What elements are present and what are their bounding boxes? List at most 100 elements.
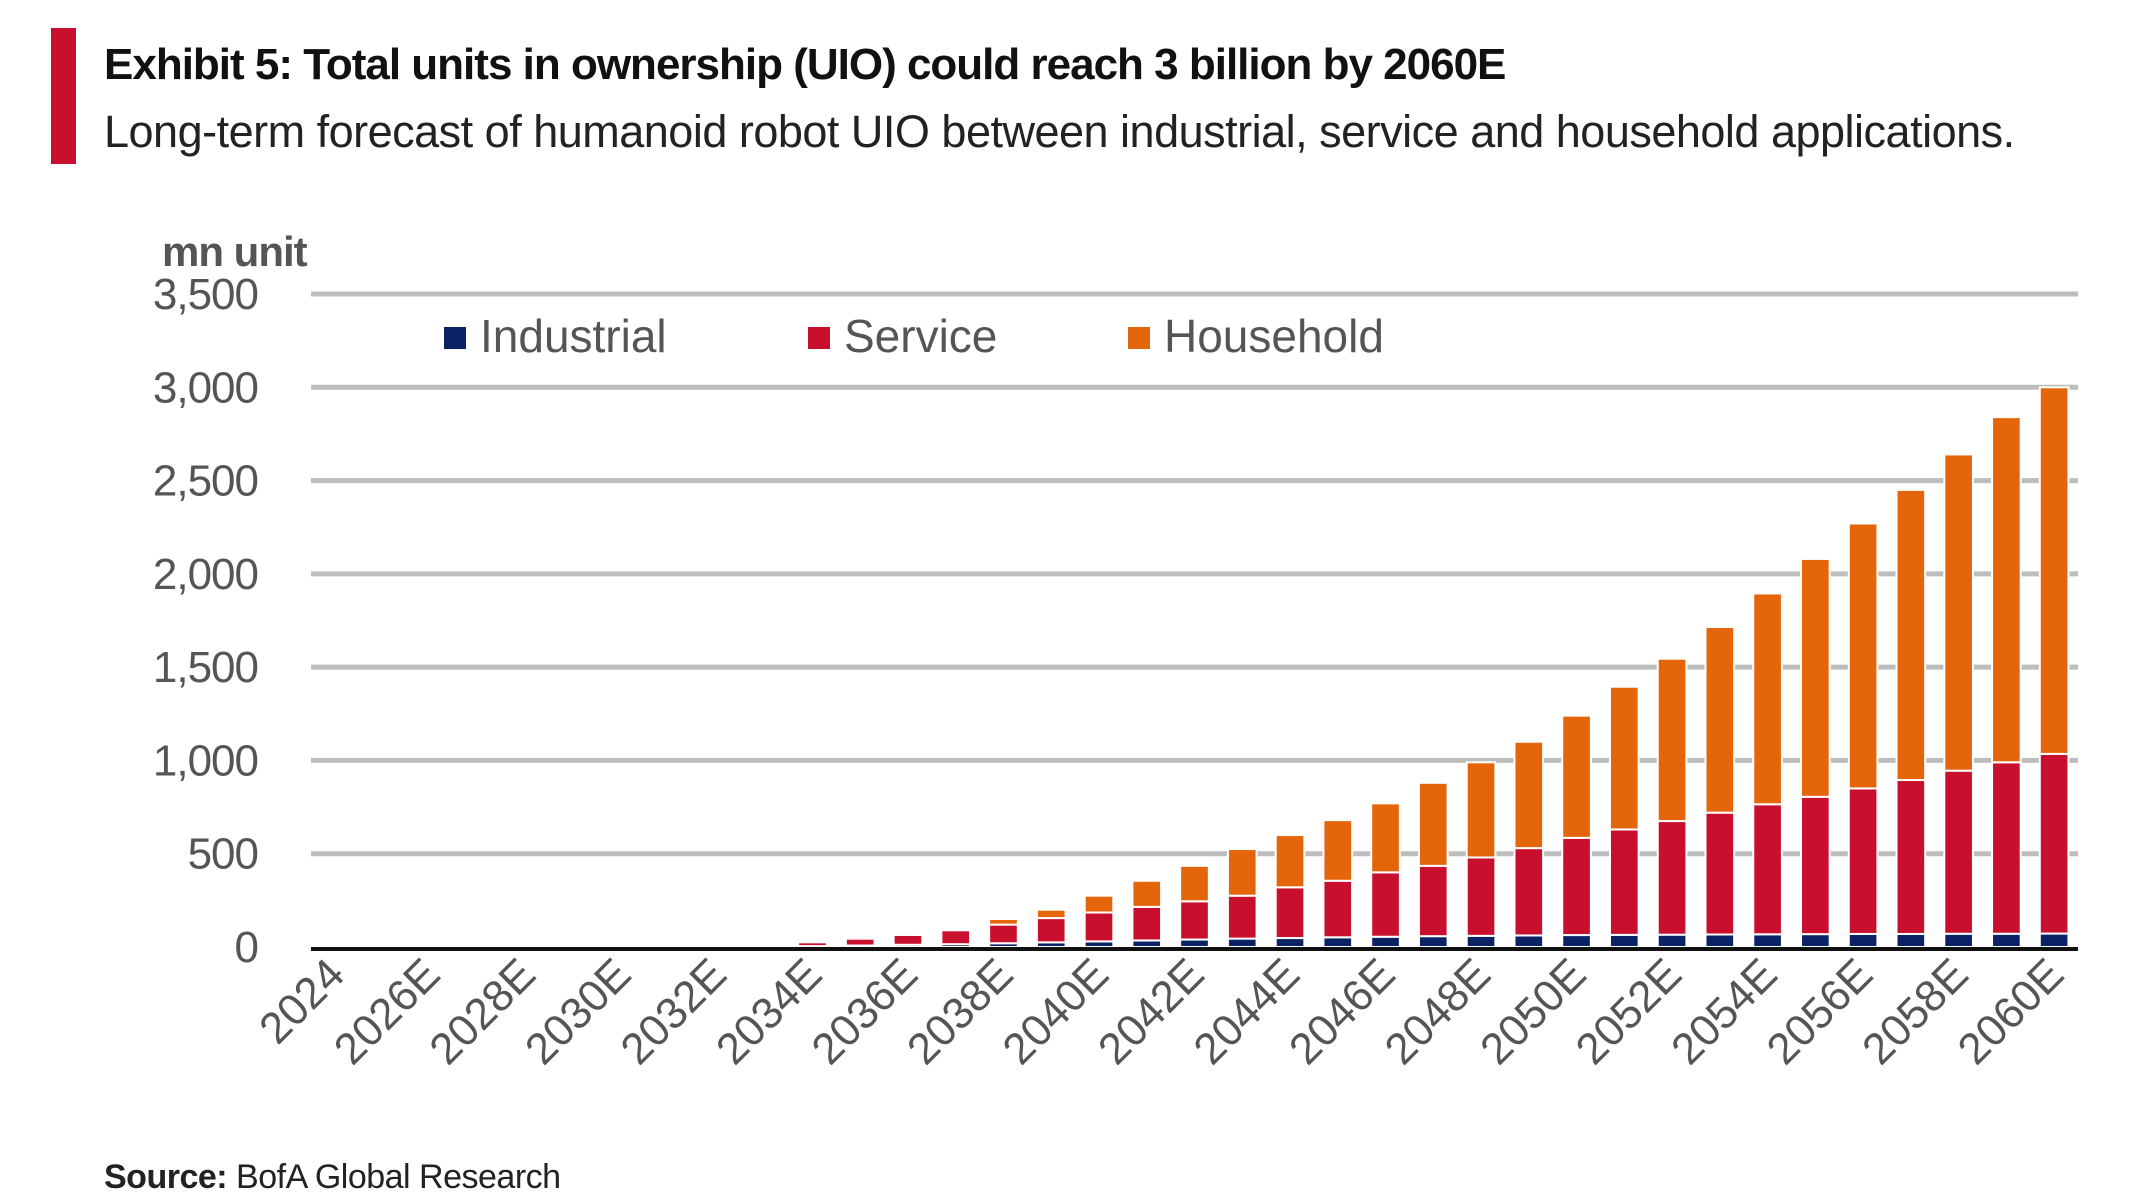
bar-service (2038, 752, 2070, 935)
legend-label-household: Household (1164, 310, 1384, 362)
x-tick-label: 2030E (516, 949, 641, 1074)
bar-industrial (1274, 937, 1306, 948)
x-tick-label: 2040E (993, 949, 1118, 1074)
bar-household (1561, 714, 1592, 839)
bar-service (988, 923, 1019, 945)
bar-household (1513, 740, 1545, 850)
bar-service (892, 933, 924, 946)
bar-household (1083, 894, 1115, 914)
legend-label-industrial: Industrial (480, 310, 667, 362)
x-tick-label: 2046E (1280, 949, 1405, 1074)
y-tick-label: 1,000 (153, 736, 258, 785)
bar-service (1608, 828, 1640, 936)
title-accent-bar (51, 28, 76, 164)
bar-industrial (1417, 935, 1449, 948)
bar-service (1035, 917, 1067, 944)
bar-service (1370, 871, 1401, 938)
bar-household (1704, 626, 1736, 814)
y-axis-unit-label: mn unit (162, 228, 308, 275)
x-tick-label: 2026E (325, 949, 450, 1074)
y-tick-label: 0 (235, 923, 258, 972)
legend-label-service: Service (844, 310, 997, 362)
bar-household (940, 928, 972, 932)
bar-service (1131, 905, 1163, 942)
bar-household (1943, 453, 1974, 772)
bar-industrial (1800, 933, 1831, 949)
bar-industrial (1322, 936, 1354, 948)
bar-industrial (1465, 934, 1497, 949)
bar-household (1800, 557, 1831, 798)
bar-service (1322, 879, 1354, 939)
bar-industrial (1608, 933, 1640, 949)
source-text: BofA Global Research (236, 1158, 561, 1196)
bar-household (844, 936, 876, 940)
bar-household (1179, 864, 1210, 903)
bar-industrial (1991, 932, 2022, 948)
x-tick-label: 2054E (1662, 949, 1787, 1074)
bar-industrial (1370, 935, 1401, 949)
x-tick-label: 2052E (1567, 949, 1692, 1074)
bar-service (1704, 811, 1736, 936)
bar-service (1943, 769, 1974, 935)
bar-household (1370, 802, 1401, 874)
y-tick-label: 2,500 (153, 457, 258, 506)
x-tick-label: 2044E (1184, 949, 1309, 1074)
y-tick-label: 2,000 (153, 550, 258, 599)
bar-industrial (1561, 934, 1592, 949)
bar-household (1274, 834, 1306, 889)
bar-industrial (2038, 932, 2070, 948)
chart-subtitle: Long-term forecast of humanoid robot UIO… (104, 106, 2015, 157)
bar-service (1561, 836, 1592, 937)
bar-household (988, 918, 1019, 926)
y-tick-label: 1,500 (153, 643, 258, 692)
legend-swatch-industrial (444, 327, 466, 349)
source-label: Source: (104, 1158, 228, 1196)
x-tick-label: 2034E (707, 949, 832, 1074)
bar-service (1513, 847, 1545, 937)
bar-service (1417, 864, 1449, 938)
bar-household (892, 932, 924, 936)
x-tick-label: 2038E (898, 949, 1023, 1074)
bar-industrial (1847, 932, 1879, 949)
bar-industrial (1226, 937, 1258, 949)
x-tick-label: 2050E (1471, 949, 1596, 1074)
legend-swatch-service (808, 327, 830, 349)
bar-service (1847, 787, 1879, 935)
bar-household (1895, 488, 1927, 782)
bar-service (1800, 795, 1831, 936)
x-tick-label: 2056E (1758, 949, 1883, 1074)
bar-service (1274, 886, 1306, 940)
bar-household (1322, 819, 1354, 882)
bar-household (1226, 848, 1258, 897)
bar-household (1465, 761, 1497, 859)
bar-household (1417, 781, 1449, 867)
bar-household (749, 945, 781, 948)
bar-service (1895, 779, 1927, 935)
x-tick-label: 2060E (1949, 949, 2074, 1074)
y-tick-label: 3,500 (153, 270, 258, 319)
chart-title: Exhibit 5: Total units in ownership (UIO… (104, 40, 1506, 89)
bar-service (1226, 894, 1258, 940)
bar-service (1465, 856, 1497, 937)
bar-service (1991, 761, 2022, 935)
bar-household (1847, 522, 1879, 790)
bar-industrial (1704, 933, 1736, 948)
x-tick-label: 2028E (420, 949, 545, 1074)
bar-household (1991, 416, 2022, 764)
y-tick-label: 500 (188, 830, 258, 879)
bar-service (844, 937, 876, 947)
bar-service (797, 941, 828, 948)
bar-household (2038, 386, 2070, 755)
legend-swatch-household (1128, 327, 1150, 349)
bar-industrial (1895, 932, 1927, 949)
source-note: Source: BofA Global Research (104, 1158, 561, 1197)
bar-household (1608, 685, 1640, 831)
bar-household (1131, 879, 1163, 908)
bar-service (1752, 803, 1783, 936)
bar-service (1656, 820, 1688, 936)
x-tick-label: 2042E (1089, 949, 1214, 1074)
bar-industrial (1943, 932, 1974, 948)
bar-household (1035, 908, 1067, 920)
y-tick-label: 3,000 (153, 363, 258, 412)
